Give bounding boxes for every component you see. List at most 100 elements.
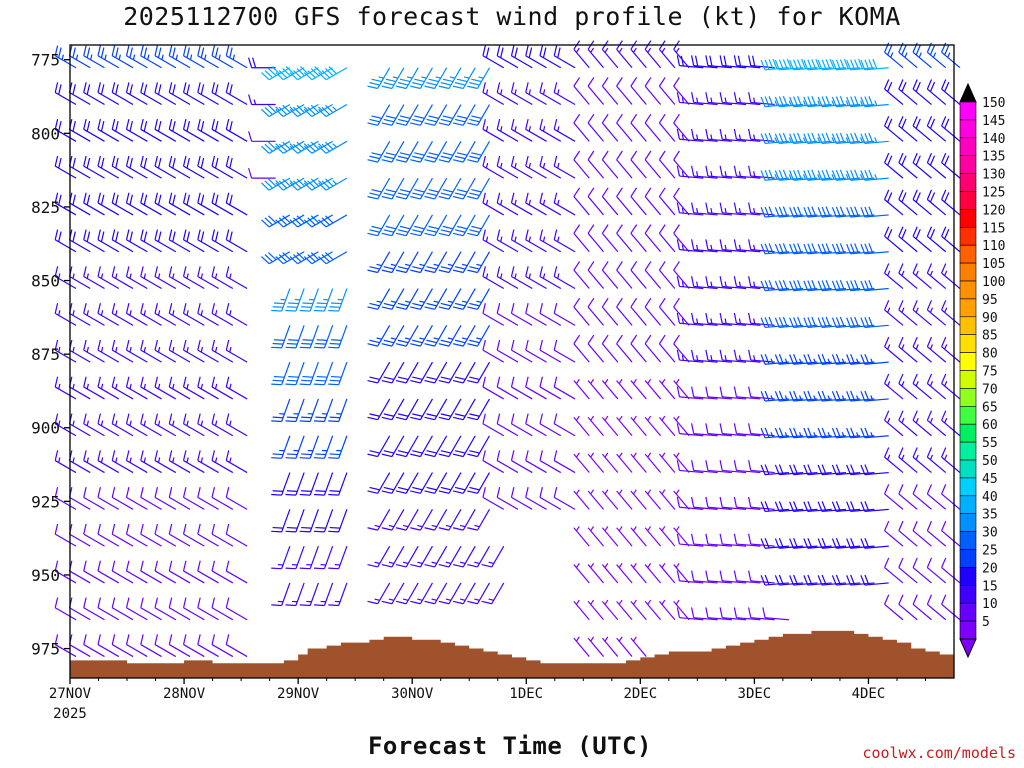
barb-flag [944, 118, 950, 129]
barb-flag [211, 339, 216, 351]
wind-barb [225, 45, 248, 69]
barb-flag [286, 490, 298, 492]
barb-half-flag [100, 420, 104, 426]
barb-flag [111, 450, 116, 461]
barb-flag [97, 339, 101, 351]
barb-staff [325, 251, 348, 265]
barb-flag [211, 634, 216, 645]
barb-flag [860, 464, 866, 475]
barb-flag [467, 563, 478, 568]
barb-half-flag [542, 273, 546, 279]
barb-flag [316, 375, 328, 378]
wind-barb [587, 636, 605, 657]
barb-flag [86, 121, 91, 132]
barb-staff [673, 343, 690, 363]
barb-flag [440, 450, 452, 454]
wind-barb [831, 95, 861, 108]
barb-flag [884, 557, 890, 568]
barb-staff [525, 386, 547, 400]
barb-flag [397, 450, 409, 454]
wind-barb [97, 487, 120, 510]
barb-flag [397, 339, 409, 344]
wind-barb [424, 177, 448, 200]
barb-flag [929, 118, 936, 129]
wind-barb [601, 261, 619, 289]
barb-flag [789, 391, 795, 402]
wind-barb [539, 266, 562, 290]
wind-barb [271, 509, 291, 533]
barb-staff [736, 433, 761, 437]
barb-half-flag [86, 383, 89, 390]
barb-flag [367, 306, 378, 310]
barb-flag [54, 45, 59, 56]
wind-barb [225, 487, 248, 510]
barb-staff [693, 433, 718, 437]
wind-barb [83, 523, 105, 547]
barb-staff [154, 276, 177, 290]
barb-flag [296, 215, 305, 224]
colorbar-label: 70 [982, 382, 998, 397]
barb-staff [54, 165, 77, 179]
barb-flag [397, 376, 409, 381]
barb-half-flag [388, 598, 395, 601]
barb-half-flag [915, 417, 919, 424]
barb-staff [722, 322, 747, 326]
colorbar-label: 60 [982, 418, 998, 433]
wind-barb [774, 280, 804, 292]
wind-barb [261, 251, 291, 265]
barb-flag [438, 563, 450, 568]
barb-staff [693, 469, 718, 474]
barb-flag [367, 269, 378, 274]
wind-barb [125, 155, 148, 179]
wind-barb [630, 150, 647, 179]
barb-flag [673, 334, 680, 345]
barb-flag [912, 42, 918, 53]
barb-staff [54, 386, 77, 400]
barb-flag [553, 487, 558, 498]
wind-barb [941, 447, 961, 474]
wind-barb [803, 132, 832, 145]
barb-flag [884, 484, 890, 495]
wind-barb [898, 152, 918, 179]
barb-flag [197, 560, 201, 572]
barb-flag [83, 376, 87, 388]
barb-flag [264, 70, 273, 79]
barb-flag [438, 269, 450, 274]
barb-flag [154, 376, 159, 388]
barb-flag [383, 376, 395, 381]
barb-flag [211, 192, 216, 204]
barb-half-flag [229, 383, 232, 390]
barb-flag [778, 353, 784, 365]
plot-frame [69, 44, 955, 679]
wind-barb [225, 413, 248, 437]
barb-flag [733, 386, 738, 397]
barb-flag [261, 182, 270, 191]
barb-flag [496, 119, 501, 130]
wind-barb [168, 523, 191, 547]
wind-barb [658, 297, 676, 326]
barb-flag [864, 96, 870, 107]
wind-barb [395, 251, 419, 274]
barb-flag [303, 145, 313, 154]
barb-half-flag [542, 89, 546, 95]
wind-barb [452, 361, 476, 384]
barb-staff [884, 567, 904, 584]
barb-flag [719, 533, 723, 545]
barb-flag [182, 155, 187, 167]
wind-barb [817, 464, 846, 476]
barb-flag [705, 496, 709, 508]
barb-flag [168, 45, 173, 56]
barb-flag [760, 317, 766, 328]
barb-flag [454, 302, 466, 307]
wind-barb [573, 150, 590, 179]
wind-barb [553, 192, 576, 216]
barb-flag [774, 207, 780, 218]
barb-half-flag [500, 126, 503, 132]
barb-flag [426, 155, 437, 160]
wind-barb [676, 92, 704, 106]
wind-barb [197, 413, 219, 437]
barb-half-flag [753, 244, 756, 251]
barb-flag [285, 383, 296, 386]
barb-staff [658, 269, 676, 289]
barb-half-flag [514, 199, 517, 206]
